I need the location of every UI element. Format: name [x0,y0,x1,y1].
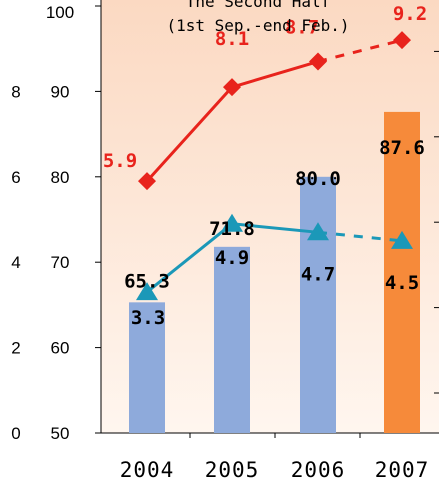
series-2-value-label: 4.9 [215,247,249,269]
x-axis-category-label: 2004 [120,458,175,482]
middle-axis-tick-label: 60 [51,339,70,358]
series-1-point [223,78,241,97]
chart-title: The Second Half [186,0,331,11]
x-axis-category-label: 2006 [291,458,346,482]
series-1-value-label: 9.2 [393,3,427,25]
bar-value-label: 71.8 [209,218,255,240]
bar-value-label: 87.6 [379,137,425,159]
series-2-point [136,282,158,301]
left-axis-tick-label: 6 [11,168,20,187]
left-axis-tick-label: 0 [11,424,20,443]
series-2-point [307,222,329,241]
series-2-value-label: 4.7 [301,263,335,285]
x-axis-category-label: 2005 [205,458,260,482]
bar-value-label: 80.0 [295,168,341,190]
middle-axis-tick-label: 90 [51,82,70,101]
middle-axis-tick-label: 100 [46,3,74,22]
series-1-line-segment [231,60,319,89]
series-1-point [138,172,156,191]
bar-value-label: 65.3 [124,270,170,292]
series-1-line-segment [145,86,234,183]
series-1-point [309,52,327,71]
chart-subtitle: (1st Sep.-end Feb.) [166,16,349,35]
series-1-value-label: 5.9 [103,150,137,172]
middle-axis-tick-label: 50 [51,424,70,443]
series-2-value-label: 4.5 [385,272,419,294]
series-2-line-segment [231,222,319,234]
series-2-point [221,213,243,232]
bar [300,176,336,434]
middle-axis-tick-label: 70 [51,253,70,272]
middle-axis-tick-label: 80 [51,168,70,187]
series-1-value-label: 8.1 [215,28,249,50]
series-2-line-segment [317,230,403,243]
series-1-line-segment [317,38,403,63]
left-axis-tick-label: 8 [11,82,20,101]
bar [384,111,420,434]
left-axis-tick-label: 2 [11,339,20,358]
series-2-value-label: 3.3 [131,307,165,329]
series-2-line-segment [146,222,233,294]
series-1-value-label: 8.7 [285,17,319,39]
series-2-point [391,230,413,249]
bar [214,246,250,433]
series-1-point [393,31,411,50]
x-axis-category-label: 2007 [375,458,430,482]
left-axis-tick-label: 4 [11,253,20,272]
bar [129,302,165,433]
